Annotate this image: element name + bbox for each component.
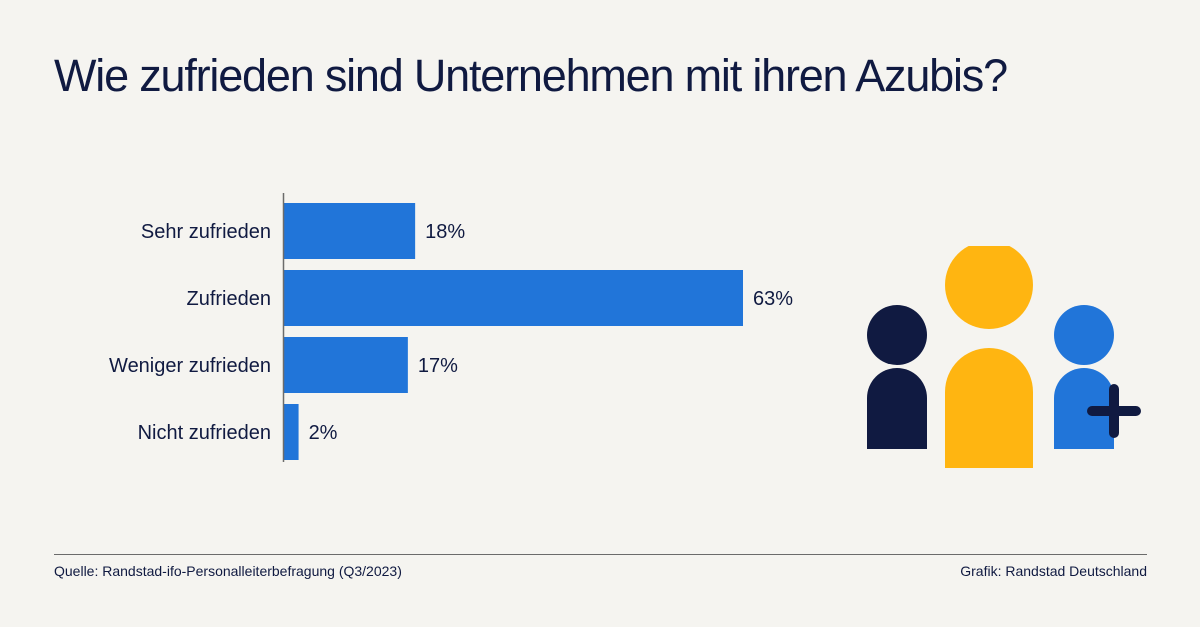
bar-weniger-zufrieden	[284, 337, 408, 393]
footer-divider	[54, 554, 1147, 555]
category-label: Weniger zufrieden	[109, 355, 271, 377]
person-yellow-head	[945, 246, 1033, 329]
value-label: 17%	[418, 355, 458, 377]
people-group-add-icon	[867, 246, 1141, 468]
category-label: Sehr zufrieden	[141, 221, 271, 243]
chart-title: Wie zufrieden sind Unternehmen mit ihren…	[54, 50, 1008, 101]
value-label: 18%	[425, 221, 465, 243]
plus-icon	[1087, 384, 1141, 438]
category-label: Nicht zufrieden	[138, 422, 271, 444]
person-dark-body	[867, 368, 927, 449]
person-blue-body	[1054, 368, 1114, 449]
bar-sehr-zufrieden	[284, 203, 416, 259]
person-yellow-body	[945, 348, 1033, 468]
bar-zufrieden	[284, 270, 743, 326]
credit-note: Grafik: Randstad Deutschland	[960, 563, 1147, 579]
value-label: 2%	[309, 422, 338, 444]
person-dark-head	[867, 305, 927, 365]
category-label: Zufrieden	[187, 288, 272, 310]
person-blue-head	[1054, 305, 1114, 365]
value-label: 63%	[753, 288, 793, 310]
bar-nicht-zufrieden	[284, 404, 299, 460]
bars-layer: Sehr zufrieden 18% Zufrieden 63% Weniger zuf…	[109, 203, 793, 460]
source-note: Quelle: Randstad-ifo-Personalleiterbefra…	[54, 563, 402, 579]
